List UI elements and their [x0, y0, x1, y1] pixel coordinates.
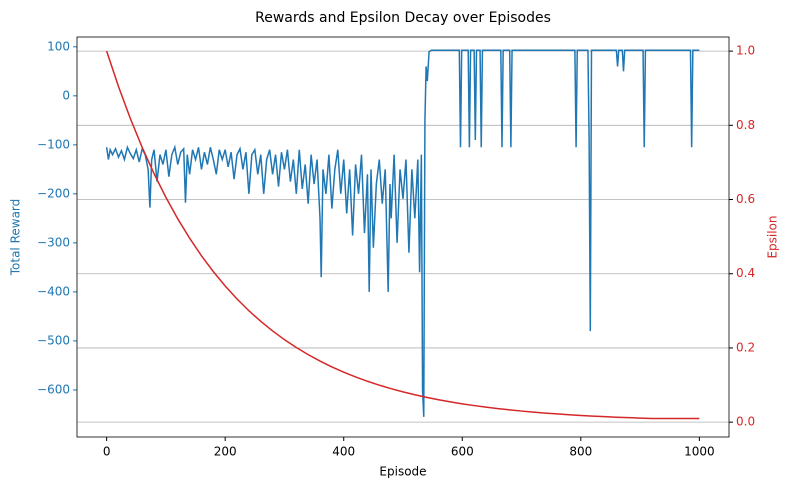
y-tick-label: −400	[37, 284, 70, 298]
y2-tick-label: 0.6	[736, 192, 755, 206]
y2-tick-label: 0.0	[736, 415, 755, 429]
series-line	[105, 50, 700, 420]
x-tick-label: 800	[569, 445, 592, 459]
y2-axis-label: Epsilon	[766, 215, 780, 258]
x-tick-label: 600	[451, 445, 474, 459]
y2-tick-label: 0.2	[736, 340, 755, 354]
x-tick-label: 200	[214, 445, 237, 459]
x-tick-label: 400	[332, 445, 355, 459]
y-tick-label: 100	[47, 39, 70, 53]
x-axis-label: Episode	[379, 465, 426, 479]
y2-tick-label: 1.0	[736, 44, 755, 58]
x-tick-label: 0	[103, 445, 111, 459]
y-tick-label: −500	[37, 333, 70, 347]
chart-title: Rewards and Epsilon Decay over Episodes	[255, 10, 551, 26]
y-axis-label: Total Reward	[9, 199, 23, 277]
y2-tick-label: 0.8	[736, 118, 755, 132]
y-tick-label: −300	[37, 235, 70, 249]
x-tick-label: 1000	[684, 445, 715, 459]
plot-frame	[76, 36, 730, 438]
y-tick-label: −200	[37, 186, 70, 200]
y-tick-label: −600	[37, 382, 70, 396]
y-tick-label: 0	[62, 88, 70, 102]
y-tick-label: −100	[37, 137, 70, 151]
y2-tick-label: 0.4	[736, 266, 755, 280]
series-line	[105, 49, 700, 417]
